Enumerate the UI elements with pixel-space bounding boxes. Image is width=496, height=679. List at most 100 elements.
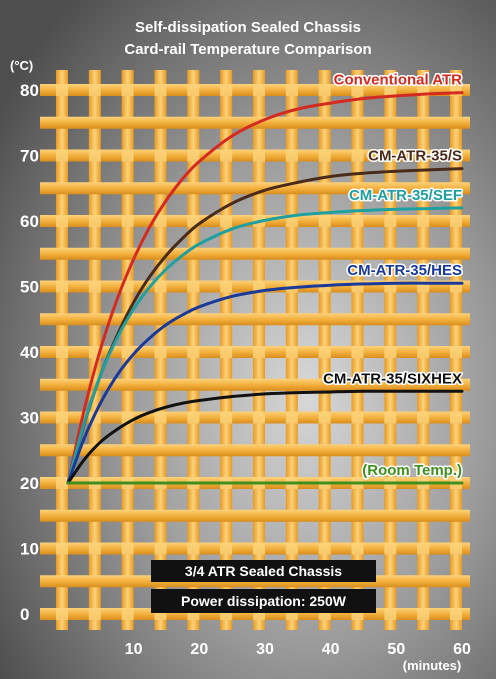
grid-joint <box>220 411 233 424</box>
grid-joint <box>285 215 298 227</box>
grid-joint <box>285 84 298 96</box>
grid-joint <box>121 542 134 555</box>
grid-horizontal-bar <box>40 182 470 195</box>
series-label-4: CM-ATR-35/SIXHEX <box>323 370 462 387</box>
grid-joint <box>285 149 298 162</box>
grid-joint <box>56 280 68 293</box>
grid-joint <box>187 346 200 358</box>
y-tick-label: 10 <box>20 540 39 559</box>
grid-joint <box>154 215 167 227</box>
grid-joint <box>121 149 134 162</box>
grid-joint <box>450 149 462 162</box>
y-tick-label: 60 <box>20 212 39 231</box>
grid-joint <box>187 280 200 293</box>
grid-joint <box>253 84 265 96</box>
chart-subtitle: Card-rail Temperature Comparison <box>124 41 371 58</box>
chassis-type-box <box>151 560 376 582</box>
chart-title: Self-dissipation Sealed Chassis <box>135 19 361 36</box>
grid-joint <box>154 542 167 555</box>
grid-joint <box>384 215 397 227</box>
y-tick-label: 0 <box>20 605 29 624</box>
grid-joint <box>384 149 397 162</box>
grid-joint <box>56 477 68 489</box>
grid-joint <box>187 84 200 96</box>
grid-joint <box>88 608 101 620</box>
grid-joint <box>56 84 68 96</box>
grid-joint <box>220 215 233 227</box>
grid-joint <box>56 608 68 620</box>
grid-joint <box>285 411 298 424</box>
x-axis-unit-label: (minutes) <box>403 658 462 673</box>
grid-joint <box>187 542 200 555</box>
series-label-2: CM-ATR-35/SEF <box>349 187 462 204</box>
grid-joint <box>56 346 68 358</box>
grid-joint <box>351 346 364 358</box>
series-line-0 <box>66 91 464 485</box>
grid-joint <box>88 280 101 293</box>
grid-joint <box>285 542 298 555</box>
grid-joint <box>450 215 462 227</box>
grid-joint <box>154 280 167 293</box>
x-tick-label: 20 <box>190 641 208 658</box>
grid-joint <box>318 149 331 162</box>
grid-joint <box>450 542 462 555</box>
grid-joint <box>351 542 364 555</box>
grid-joint <box>88 542 101 555</box>
x-tick-label: 40 <box>322 641 340 658</box>
grid-joint <box>154 411 167 424</box>
grid-joint <box>253 149 265 162</box>
grid-joint <box>417 149 430 162</box>
x-tick-label: 30 <box>256 641 274 658</box>
grid-horizontal-bar <box>40 313 470 326</box>
grid-joint <box>384 542 397 555</box>
grid-joint <box>351 411 364 424</box>
series-label-0: Conventional ATR <box>334 72 462 89</box>
grid-joint <box>220 149 233 162</box>
grid-horizontal-bar <box>40 444 470 457</box>
grid-joint <box>220 542 233 555</box>
grid-joint <box>56 149 68 162</box>
series-line-3 <box>66 281 464 485</box>
grid-joint <box>88 84 101 96</box>
grid-joint <box>88 215 101 227</box>
y-tick-label: 30 <box>20 409 39 428</box>
grid-joint <box>450 411 462 424</box>
grid-joint <box>285 346 298 358</box>
grid-joint <box>450 346 462 358</box>
grid-joint <box>384 84 397 96</box>
series-label-1: CM-ATR-35/S <box>368 148 462 165</box>
grid-joint <box>253 346 265 358</box>
series-labels: Conventional ATR CM-ATR-35/S CM-ATR-35/SEF… <box>322 70 464 480</box>
grid-joint <box>384 608 397 620</box>
chassis-type-label: 3/4 ATR Sealed Chassis <box>185 563 342 579</box>
grid-joint <box>351 84 364 96</box>
grid-joint <box>318 346 331 358</box>
chassis-info-boxes: 3/4 ATR Sealed Chassis Power dissipation… <box>151 560 376 613</box>
grid-joint <box>417 215 430 227</box>
grid-joint <box>121 411 134 424</box>
grid-joint <box>417 542 430 555</box>
grid-joint <box>417 608 430 620</box>
y-tick-label: 40 <box>20 343 39 362</box>
grid-joint <box>318 411 331 424</box>
x-tick-label: 50 <box>387 641 405 658</box>
grid-lattice <box>40 70 470 630</box>
series-lines <box>66 91 464 485</box>
y-tick-label: 70 <box>20 147 39 166</box>
series-label-5: (Room Temp.) <box>362 462 462 479</box>
grid-joint <box>56 215 68 227</box>
power-dissipation-box <box>151 589 376 613</box>
x-tick-label: 10 <box>125 641 143 658</box>
grid-joint <box>253 542 265 555</box>
series-line-4 <box>66 389 464 485</box>
grid-joint <box>121 84 134 96</box>
grid-joint <box>154 84 167 96</box>
y-tick-label: 50 <box>20 278 39 297</box>
grid-joint <box>318 84 331 96</box>
grid-joint <box>417 411 430 424</box>
y-tick-label: 20 <box>20 474 39 493</box>
grid-joint <box>220 280 233 293</box>
y-tick-label: 80 <box>20 81 39 100</box>
grid-horizontal-bar <box>40 247 470 260</box>
